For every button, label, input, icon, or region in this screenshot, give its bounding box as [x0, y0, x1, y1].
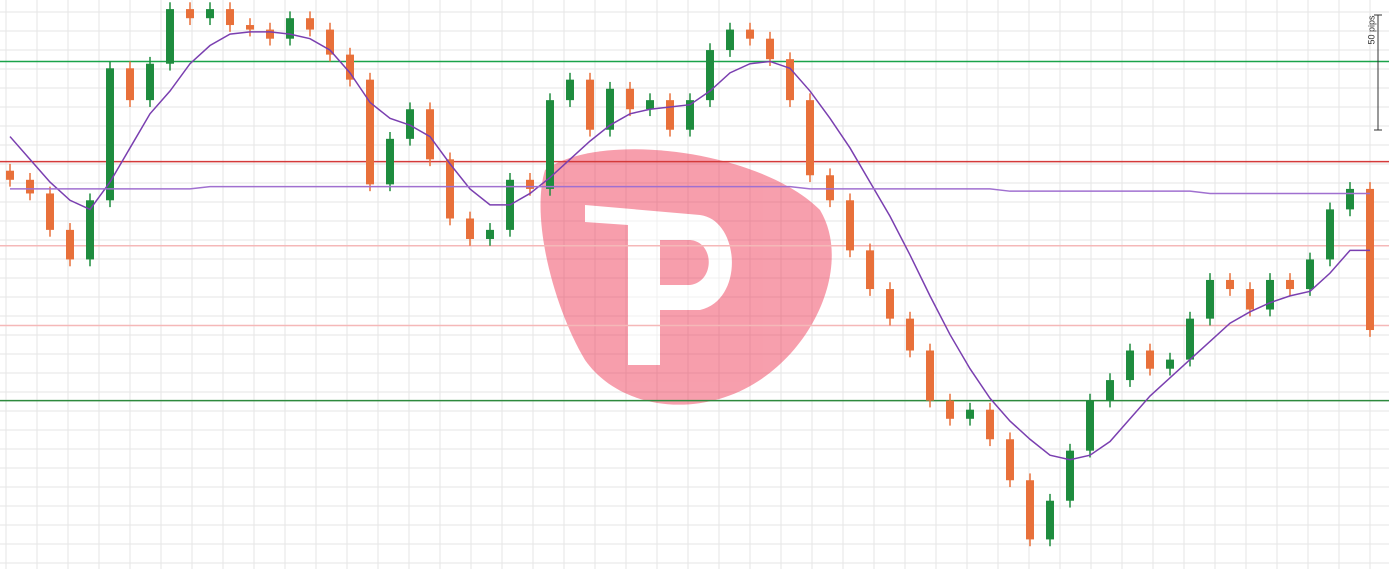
- candle-body: [1286, 279, 1294, 290]
- candle-body: [806, 100, 814, 176]
- candle-body: [766, 38, 774, 60]
- candle-body: [986, 409, 994, 440]
- candle-body: [826, 175, 834, 201]
- candle-body: [406, 109, 414, 139]
- candle-body: [186, 9, 194, 19]
- candle-body: [146, 63, 154, 101]
- candle-body: [1106, 380, 1114, 401]
- candle-body: [286, 18, 294, 39]
- candle-body: [1026, 480, 1034, 540]
- candle-body: [426, 109, 434, 160]
- candle-body: [686, 100, 694, 130]
- candle-body: [1086, 400, 1094, 451]
- candle-body: [1366, 188, 1374, 331]
- candle-body: [1226, 279, 1234, 290]
- indicator-line: [9, 31, 1370, 461]
- candle-body: [26, 179, 34, 194]
- candle-body: [746, 29, 754, 39]
- candle-body: [266, 29, 274, 39]
- candle-body: [1306, 259, 1314, 290]
- candle-body: [446, 159, 454, 219]
- candle-body: [166, 9, 174, 64]
- candle-body: [326, 29, 334, 55]
- watermark-logo: [540, 149, 832, 405]
- candle-body: [906, 318, 914, 351]
- candle-body: [206, 9, 214, 19]
- candle-body: [966, 409, 974, 419]
- candle-body: [466, 218, 474, 239]
- candle-body: [6, 170, 14, 180]
- candle-body: [646, 100, 654, 110]
- candle-body: [126, 68, 134, 101]
- candle-body: [1346, 188, 1354, 210]
- candle-body: [666, 100, 674, 130]
- candle-body: [1126, 350, 1134, 381]
- candle-body: [606, 88, 614, 130]
- candle-body: [1146, 350, 1154, 369]
- candle-body: [226, 9, 234, 26]
- candle-body: [566, 79, 574, 101]
- scale-label: 50 pips: [1366, 15, 1376, 45]
- candle-body: [726, 29, 734, 51]
- candle-body: [1006, 439, 1014, 481]
- candle-body: [246, 25, 254, 30]
- candle-body: [106, 68, 114, 201]
- candle-body: [786, 59, 794, 101]
- candle-body: [366, 79, 374, 185]
- candles: [6, 2, 1374, 547]
- candle-body: [346, 54, 354, 80]
- candle-body: [586, 79, 594, 130]
- candle-body: [706, 50, 714, 101]
- candle-body: [866, 250, 874, 290]
- candle-body: [1326, 209, 1334, 260]
- candle-body: [886, 289, 894, 319]
- candle-body: [66, 229, 74, 260]
- candle-body: [1246, 289, 1254, 310]
- candle-body: [1266, 279, 1274, 310]
- indicator-line: [10, 185, 1370, 195]
- candle-body: [546, 100, 554, 189]
- candle-body: [846, 200, 854, 251]
- candle-body: [1066, 450, 1074, 501]
- indicator-lines: [9, 31, 1370, 461]
- candle-body: [926, 350, 934, 401]
- candle-body: [1046, 500, 1054, 540]
- candle-body: [486, 229, 494, 239]
- candle-body: [1166, 359, 1174, 369]
- candle-body: [86, 200, 94, 260]
- candle-body: [46, 193, 54, 230]
- levels: [0, 60, 1389, 402]
- candle-body: [946, 400, 954, 419]
- candle-body: [306, 18, 314, 30]
- candle-body: [626, 88, 634, 110]
- candle-body: [1206, 279, 1214, 319]
- candle-body: [1186, 318, 1194, 360]
- candle-body: [386, 138, 394, 185]
- candle-body: [526, 179, 534, 189]
